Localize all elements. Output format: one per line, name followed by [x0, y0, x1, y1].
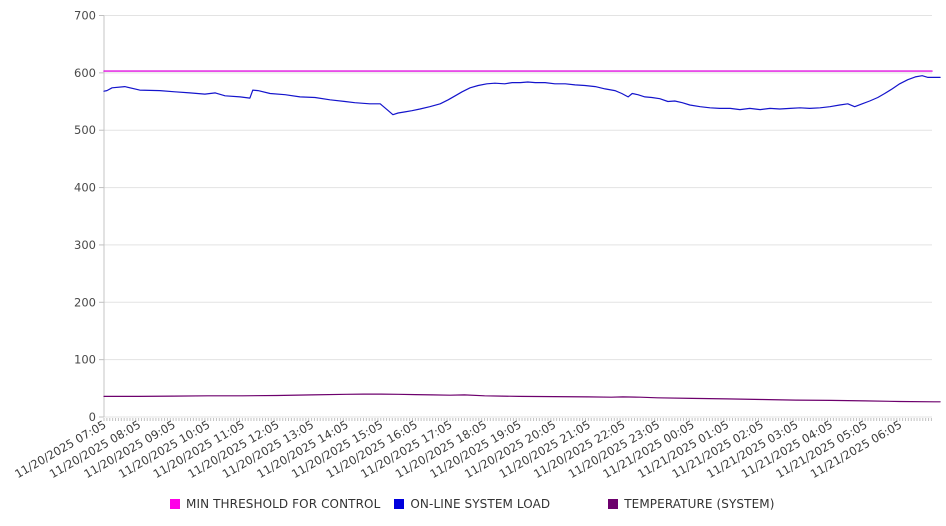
- series-line-on-line-system-load: [103, 75, 941, 116]
- legend-swatch-temperature-system-icon: [608, 499, 619, 509]
- y-tick-label: 500: [74, 123, 96, 137]
- y-tick-label: 700: [74, 9, 96, 23]
- x-minor-ticks: [103, 418, 932, 421]
- y-tick-label: 400: [74, 181, 96, 195]
- y-tick-label: 0: [89, 410, 96, 424]
- gridlines: [104, 15, 932, 418]
- legend-label-min-threshold: MIN THRESHOLD FOR CONTROL: [186, 497, 381, 511]
- legend-swatch-online-system-load-icon: [394, 499, 405, 509]
- axes: [99, 15, 105, 418]
- legend-label-online-system-load: ON-LINE SYSTEM LOAD: [410, 497, 551, 511]
- legend: MIN THRESHOLD FOR CONTROL ON-LINE SYSTEM…: [170, 497, 775, 511]
- legend-label-temperature-system: TEMPERATURE (SYSTEM): [624, 497, 775, 511]
- legend-swatch-min-threshold-icon: [170, 499, 180, 509]
- legend-item-min-threshold[interactable]: MIN THRESHOLD FOR CONTROL: [170, 497, 380, 511]
- y-tick-label: 300: [74, 238, 96, 252]
- legend-item-temperature-system[interactable]: TEMPERATURE (SYSTEM): [608, 497, 774, 511]
- series-line-temperature-system-: [103, 393, 941, 403]
- legend-item-online-system-load[interactable]: ON-LINE SYSTEM LOAD: [394, 497, 550, 511]
- y-tick-label: 600: [74, 66, 96, 80]
- series-lines: [103, 70, 941, 403]
- y-tick-label: 100: [74, 353, 96, 367]
- y-axis-labels: 0 100 200 300 400 500 600 700: [74, 9, 96, 425]
- y-tick-label: 200: [74, 295, 96, 309]
